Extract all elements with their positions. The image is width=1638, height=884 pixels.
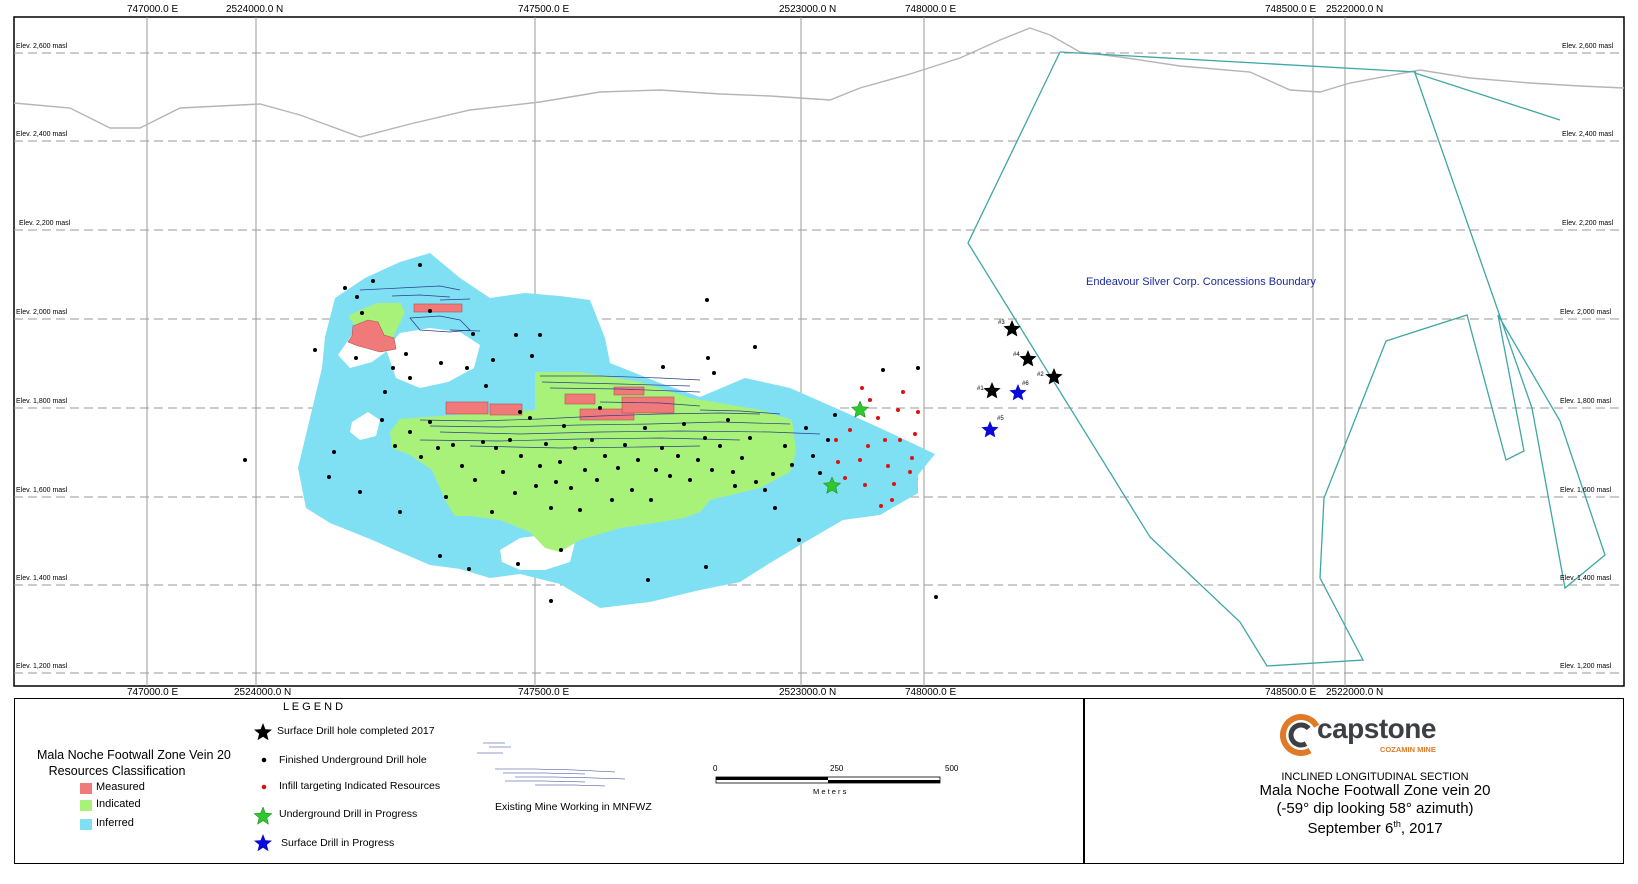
elevation-label-right: Elev. 2,600 masl	[1562, 43, 1614, 50]
capstone-logo-sub: COZAMIN MINE	[1380, 745, 1436, 754]
scale-unit: M e t e r s	[813, 787, 847, 796]
map-frame	[13, 16, 1625, 687]
infill-label: Infill targeting Indicated Resources	[279, 780, 441, 792]
elevation-label-right: Elev. 1,400 masl	[1560, 575, 1612, 582]
title-date-suffix: , 2017	[1400, 820, 1443, 837]
drill-label: #5	[997, 416, 1004, 422]
drill-label: #1	[977, 386, 984, 392]
elevation-label-right: Elev. 2,200 masl	[1562, 220, 1614, 227]
legend-divider	[1083, 699, 1085, 863]
elevation-label-left: Elev. 1,200 masl	[16, 663, 68, 670]
classification-title-line2: Resources Classification	[48, 764, 186, 778]
elevation-label-right: Elev. 1,200 masl	[1560, 663, 1612, 670]
mine-working-label: Existing Mine Working in MNFWZ	[495, 801, 652, 813]
elevation-label-right: Elev. 2,000 masl	[1560, 309, 1612, 316]
drill-label: #6	[1022, 381, 1029, 387]
inferred-swatch	[80, 819, 92, 830]
elevation-label-left: Elev. 1,800 masl	[16, 398, 68, 405]
concessions-boundary	[967, 51, 1606, 667]
elevation-label-left: Elev. 2,600 masl	[16, 43, 68, 50]
title-line2: Mala Noche Footwall Zone vein 20	[1259, 782, 1491, 799]
grid-label-top: 2522000.0 N	[1326, 4, 1384, 15]
classification-title: Mala Noche Footwall Zone Vein 20 Resourc…	[37, 747, 231, 779]
scale-tick-0: 0	[713, 764, 718, 773]
classification-title-line1: Mala Noche Footwall Zone Vein 20	[37, 748, 231, 762]
grid-label-bottom: 2524000.0 N	[234, 687, 292, 698]
underground-finished-label: Finished Underground Drill hole	[279, 754, 427, 766]
elevation-label-right: Elev. 1,600 masl	[1560, 487, 1612, 494]
title-line1: INCLINED LONGITUDINAL SECTION	[1281, 771, 1469, 783]
drill-label: #2	[1037, 372, 1044, 378]
capstone-logo-word: capstone	[1317, 713, 1436, 744]
legend-panel: L E G E N D Mala Noche Footwall Zone Vei…	[14, 698, 1624, 864]
grid-label-top: 748000.0 E	[905, 4, 957, 15]
title-date: September 6th, 2017	[1215, 819, 1535, 837]
indicated-label: Indicated	[96, 798, 141, 810]
grid-label-top: 747500.0 E	[518, 4, 570, 15]
longitudinal-section-map	[13, 16, 1625, 687]
grid-label-bottom: 748500.0 E	[1265, 687, 1317, 698]
grid-label-top: 748500.0 E	[1265, 4, 1317, 15]
drill-label: #4	[1013, 352, 1020, 358]
underground-progress-label: Underground Drill in Progress	[279, 808, 418, 820]
topography-line	[13, 27, 1625, 138]
title-date-prefix: September 6	[1307, 820, 1394, 837]
title-date-sup: th	[1393, 819, 1401, 829]
surface-completed-symbol	[254, 723, 272, 741]
grid-label-top: 2523000.0 N	[779, 4, 837, 15]
underground-hole-symbol	[261, 757, 267, 763]
underground-progress-symbol	[253, 806, 273, 825]
grid-label-top: 2524000.0 N	[226, 4, 284, 15]
grid-elevation	[14, 52, 1624, 674]
underground-progress-stars	[822, 400, 870, 494]
elevation-label-right: Elev. 1,800 masl	[1560, 398, 1612, 405]
legend-header: L E G E N D	[283, 701, 344, 713]
grid-label-bottom: 2523000.0 N	[779, 687, 837, 698]
measured-label: Measured	[96, 781, 145, 793]
elevation-label-left: Elev. 1,400 masl	[16, 575, 68, 582]
elevation-label-left: Elev. 2,400 masl	[16, 131, 68, 138]
capstone-logo-icon	[1280, 714, 1322, 756]
title-line3: (-59° dip looking 58° azimuth)	[1276, 800, 1474, 817]
surface-completed-stars	[983, 320, 1063, 399]
grid-label-top: 747000.0 E	[127, 4, 179, 15]
surface-progress-stars	[981, 384, 1027, 438]
surface-progress-symbol	[254, 834, 272, 852]
concessions-boundary-label: Endeavour Silver Corp. Concessions Bound…	[1086, 276, 1316, 288]
surface-progress-label: Surface Drill in Progress	[281, 837, 395, 849]
elevation-label-right: Elev. 2,400 masl	[1562, 131, 1614, 138]
mine-workings	[359, 285, 821, 449]
scale-tick-500: 500	[945, 764, 959, 773]
scale-bar	[715, 776, 941, 784]
underground-holes	[243, 263, 938, 603]
elevation-label-left: Elev. 1,600 masl	[16, 487, 68, 494]
elevation-label-left: Elev. 2,000 masl	[16, 309, 68, 316]
grid-label-bottom: 747500.0 E	[518, 687, 570, 698]
infill-symbol	[261, 784, 267, 790]
elevation-label-left: Elev. 2,200 masl	[19, 220, 71, 227]
measured-swatch	[80, 783, 92, 794]
surface-completed-label: Surface Drill hole completed 2017	[277, 725, 435, 737]
grid-label-bottom: 747000.0 E	[127, 687, 179, 698]
mine-working-symbol	[477, 742, 626, 787]
drill-label: #3	[998, 320, 1005, 326]
grid-label-bottom: 748000.0 E	[905, 687, 957, 698]
grid-label-bottom: 2522000.0 N	[1326, 687, 1384, 698]
infill-holes	[834, 386, 920, 508]
scale-tick-250: 250	[830, 764, 844, 773]
indicated-swatch	[80, 800, 92, 811]
inferred-label: Inferred	[96, 817, 134, 829]
measured-zone	[347, 303, 675, 421]
